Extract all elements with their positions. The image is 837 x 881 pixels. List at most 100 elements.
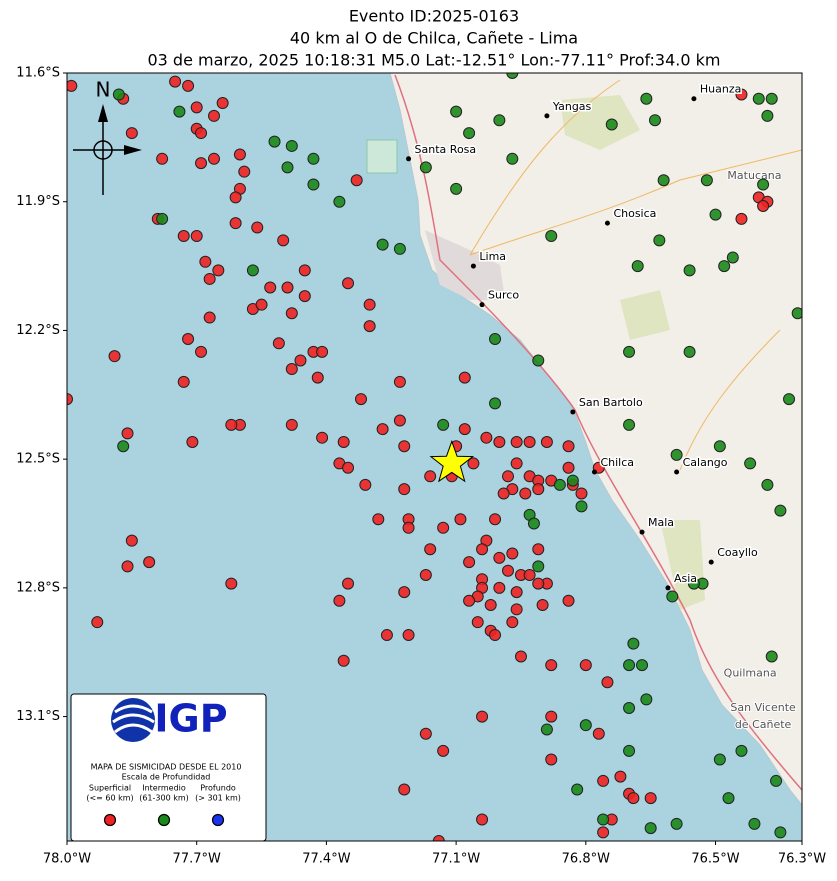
earthquake-point [342,461,355,474]
place-dot [708,559,714,565]
earthquake-point [398,483,411,496]
earthquake-point [510,603,523,616]
earthquake-point [246,264,259,277]
earthquake-point [216,97,229,110]
earthquake-point [575,487,588,500]
earthquake-point [342,277,355,290]
earthquake-point [506,616,519,629]
earthquake-point [342,577,355,590]
logo-text: IGP [154,697,227,741]
y-tick-label: 13.1°S [16,709,60,724]
earthquake-point [623,418,636,431]
earthquake-point [285,139,298,152]
earthquake-point [601,676,614,689]
earthquake-point [208,152,220,165]
earthquake-point [476,813,489,826]
earthquake-point [350,174,363,187]
x-tick-label: 78.0°W [43,852,91,867]
place-label: Lima [479,250,506,263]
place-label: Yangas [552,100,592,113]
place-dot [604,220,610,226]
earthquake-point [281,281,294,294]
earthquake-point [359,478,372,491]
earthquake-point [545,659,558,672]
earthquake-point [233,148,246,161]
earthquake-point [277,234,290,247]
earthquake-point [177,230,190,243]
x-tick-label: 76.5°W [691,852,739,867]
earthquake-point [173,105,186,118]
earthquake-point [402,521,415,534]
earthquake-point [311,371,324,384]
earthquake-point [614,770,627,783]
place-label: Huanza [700,83,741,96]
earthquake-point [195,345,208,358]
earthquake-point [437,521,450,534]
legend-range: (61-300 km) [139,794,189,803]
earthquake-point [783,393,796,406]
legend-subtitle: Escala de Profundidad [122,773,211,782]
legend-marker [103,813,117,827]
earthquake-point [597,774,610,787]
earthquake-point [272,337,285,350]
earthquake-point [506,152,519,165]
place-dot [639,529,645,535]
earthquake-point [294,354,307,367]
earthquake-point [575,500,588,513]
earthquake-point [424,543,437,556]
earthquake-point [112,88,125,101]
legend-range: (> 301 km) [195,794,241,803]
earthquake-point [169,75,182,88]
earthquake-point [510,586,523,599]
earthquake-point [770,774,783,787]
earthquake-point [195,127,208,140]
frame [66,72,803,842]
earthquake-point [91,616,104,629]
legend-name: Superficial [89,784,131,793]
earthquake-point [791,307,802,320]
legend-name: Intermedio [142,784,186,793]
earthquake-point [307,178,320,191]
earthquake-point [657,174,670,187]
epicenter-star [429,439,475,483]
earthquake-point [67,393,73,406]
earthquake-point [735,212,748,225]
earthquake-point [506,547,519,560]
earthquake-point [480,431,493,444]
earthquake-point [463,556,476,569]
earthquake-point [774,826,787,839]
park [366,139,398,174]
earthquake-point [424,470,437,483]
earthquake-point [722,792,735,805]
earthquake-point [523,435,536,448]
earthquake-point [519,487,532,500]
earthquake-point [156,212,169,225]
compass-arrow [124,145,142,155]
earthquake-point [683,264,696,277]
earthquake-point [627,637,640,650]
earthquake-point [337,435,350,448]
place-dot [665,585,671,591]
earthquake-point [502,470,514,483]
earthquake-point [419,727,432,740]
earthquake-point [566,474,579,487]
earthquake-point [687,577,700,590]
legend-title: MAPA DE SISMICIDAD DESDE EL 2010 [91,763,242,772]
legend-range: (<= 60 km) [86,794,133,803]
earthquake-point [735,744,748,757]
x-tick-label: 76.3°W [778,852,826,867]
earthquake-point [644,792,657,805]
earthquake-point [372,513,385,526]
place-dot [691,96,697,102]
earthquake-point [458,423,471,436]
earthquake-point [562,461,575,474]
earthquake-point [199,255,212,268]
legend-marker [157,813,171,827]
earthquake-point [597,826,610,839]
earthquake-point [510,457,523,470]
earthquake-point [333,594,346,607]
basemap-label: San Vicente [730,701,796,714]
earthquake-point [666,590,679,603]
earthquake-point [752,92,765,105]
earthquake-point [605,118,618,131]
